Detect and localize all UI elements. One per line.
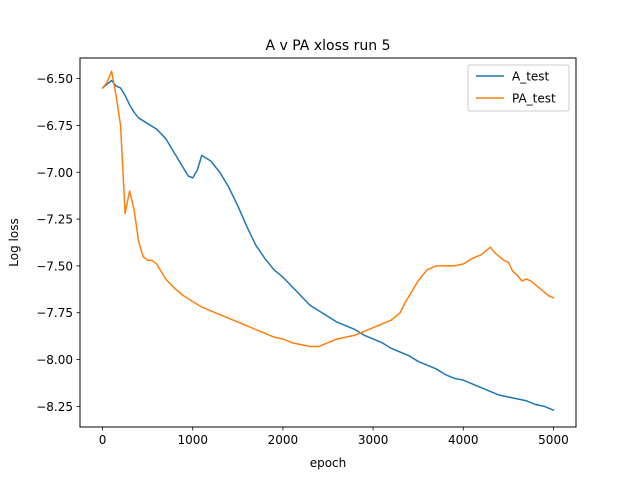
- y-tick-label: −7.75: [36, 306, 73, 320]
- x-axis-label: epoch: [310, 456, 347, 470]
- x-tick-label: 1000: [177, 433, 208, 447]
- chart-title: A v PA xloss run 5: [266, 38, 391, 54]
- y-tick-label: −7.00: [36, 166, 73, 180]
- plot-area: [101, 70, 555, 412]
- x-tick-label: 4000: [448, 433, 479, 447]
- y-axis: −6.50 −6.75 −7.00 −7.25 −7.50 −7.75 −8.00 −8.25: [36, 72, 80, 414]
- legend-entry: A_test: [512, 70, 550, 84]
- series-line-pa-test: [101, 70, 555, 348]
- y-tick-label: −8.00: [36, 353, 73, 367]
- legend-entry: PA_test: [512, 92, 556, 106]
- series-line-a-test: [101, 79, 555, 412]
- x-tick-label: 0: [99, 433, 107, 447]
- x-axis: 0 1000 2000 3000 4000 5000: [99, 427, 569, 447]
- legend: A_test PA_test: [467, 64, 570, 112]
- y-tick-label: −6.75: [36, 119, 73, 133]
- x-tick-label: 5000: [538, 433, 569, 447]
- x-tick-label: 3000: [358, 433, 389, 447]
- plot-frame: [79, 57, 577, 428]
- y-tick-label: −7.25: [36, 213, 73, 227]
- y-tick-label: −8.25: [36, 400, 73, 414]
- x-tick-label: 2000: [268, 433, 299, 447]
- y-tick-label: −7.50: [36, 259, 73, 273]
- y-axis-label: Log loss: [7, 218, 21, 266]
- y-tick-label: −6.50: [36, 72, 73, 86]
